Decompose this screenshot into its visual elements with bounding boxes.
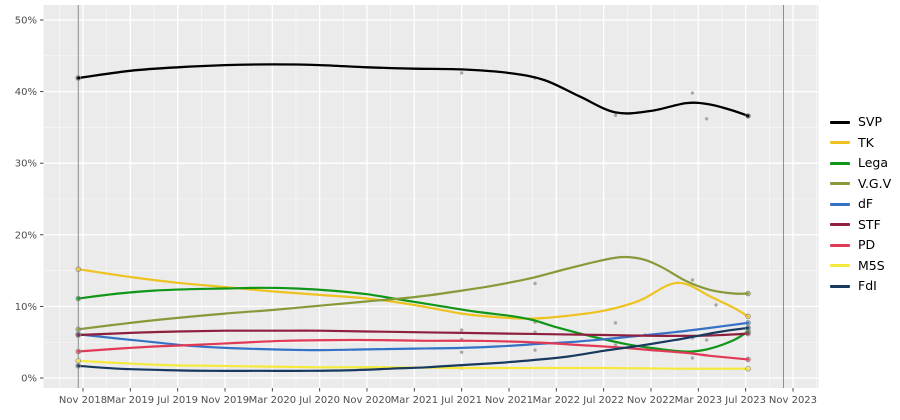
legend-item-m5s: M5S (830, 256, 891, 277)
minor-gridlines (43, 5, 819, 388)
x-tick-label: Jul 2021 (440, 395, 482, 406)
legend-label: FdI (858, 278, 877, 293)
y-axis-labels: 0% 10% 20% 30% 40% 50% (15, 16, 37, 385)
x-tick-label: Mar 2020 (249, 395, 297, 406)
legend-swatch (830, 161, 850, 165)
x-tick-label: Nov 2020 (343, 395, 391, 406)
trend-line-v-g-v (77, 255, 750, 331)
chart-legend: SVP TK Lega V.G.V dF STF PD M5S FdI (830, 112, 891, 297)
x-tick-label: Jul 2022 (582, 395, 624, 406)
y-tick-label: 10% (15, 302, 37, 313)
trend-line-fdi (77, 326, 750, 372)
legend-swatch (830, 141, 850, 145)
legend-label: V.G.V (858, 175, 892, 191)
y-tick-label: 30% (15, 159, 37, 170)
legend-label: PD (858, 237, 876, 252)
x-tick-label: Nov 2018 (59, 395, 107, 406)
legend-swatch (830, 264, 850, 268)
legend-label: dF (858, 196, 874, 211)
y-tick-label: 50% (15, 16, 37, 27)
trend-line-tk (77, 268, 750, 320)
x-tick-label: Mar 2022 (533, 395, 581, 406)
legend-label: SVP (858, 114, 883, 129)
legend-label: M5S (858, 257, 885, 273)
x-tick-label: Mar 2019 (107, 395, 155, 406)
x-axis-labels: Nov 2018 Mar 2019 Jul 2019 Nov 2019 Mar 2020… (59, 395, 817, 406)
axis-tick-marks (40, 19, 794, 392)
x-tick-label: Jul 2020 (298, 395, 340, 406)
legend-item-df: dF (830, 194, 891, 215)
legend-swatch (830, 202, 850, 206)
major-gridlines (43, 5, 819, 388)
legend-label: TK (858, 134, 874, 150)
plot-panel (43, 5, 819, 388)
x-tick-label: Nov 2019 (201, 395, 249, 406)
trend-line-stf (77, 329, 750, 337)
x-tick-label: Jul 2023 (724, 395, 766, 406)
legend-item-fdi: FdI (830, 276, 891, 297)
legend-label: Lega (858, 155, 889, 170)
legend-item-v-g-v: V.G.V (830, 174, 891, 195)
legend-item-pd: PD (830, 235, 891, 256)
election-marker-lines (77, 5, 785, 388)
x-tick-label: Mar 2023 (675, 395, 723, 406)
x-tick-label: Nov 2022 (627, 395, 675, 406)
legend-label: STF (858, 216, 881, 232)
legend-swatch (830, 182, 850, 186)
trend-line-pd (77, 338, 750, 361)
legend-swatch (830, 243, 850, 247)
legend-swatch (830, 284, 850, 288)
x-tick-label: Nov 2023 (769, 395, 817, 406)
y-tick-label: 0% (21, 374, 37, 385)
legend-swatch (830, 223, 850, 227)
x-tick-label: Nov 2021 (485, 395, 533, 406)
legend-item-lega: Lega (830, 153, 891, 174)
y-tick-label: 40% (15, 87, 37, 98)
trend-line-m5s (77, 359, 750, 370)
series-endpoint-dots (75, 75, 751, 372)
x-tick-label: Jul 2019 (156, 395, 198, 406)
trend-line-svp (77, 63, 750, 118)
legend-item-stf: STF (830, 215, 891, 236)
legend-item-tk: TK (830, 133, 891, 154)
legend-item-svp: SVP (830, 112, 891, 133)
y-tick-label: 20% (15, 230, 37, 241)
legend-swatch (830, 120, 850, 124)
x-tick-label: Mar 2021 (391, 395, 439, 406)
